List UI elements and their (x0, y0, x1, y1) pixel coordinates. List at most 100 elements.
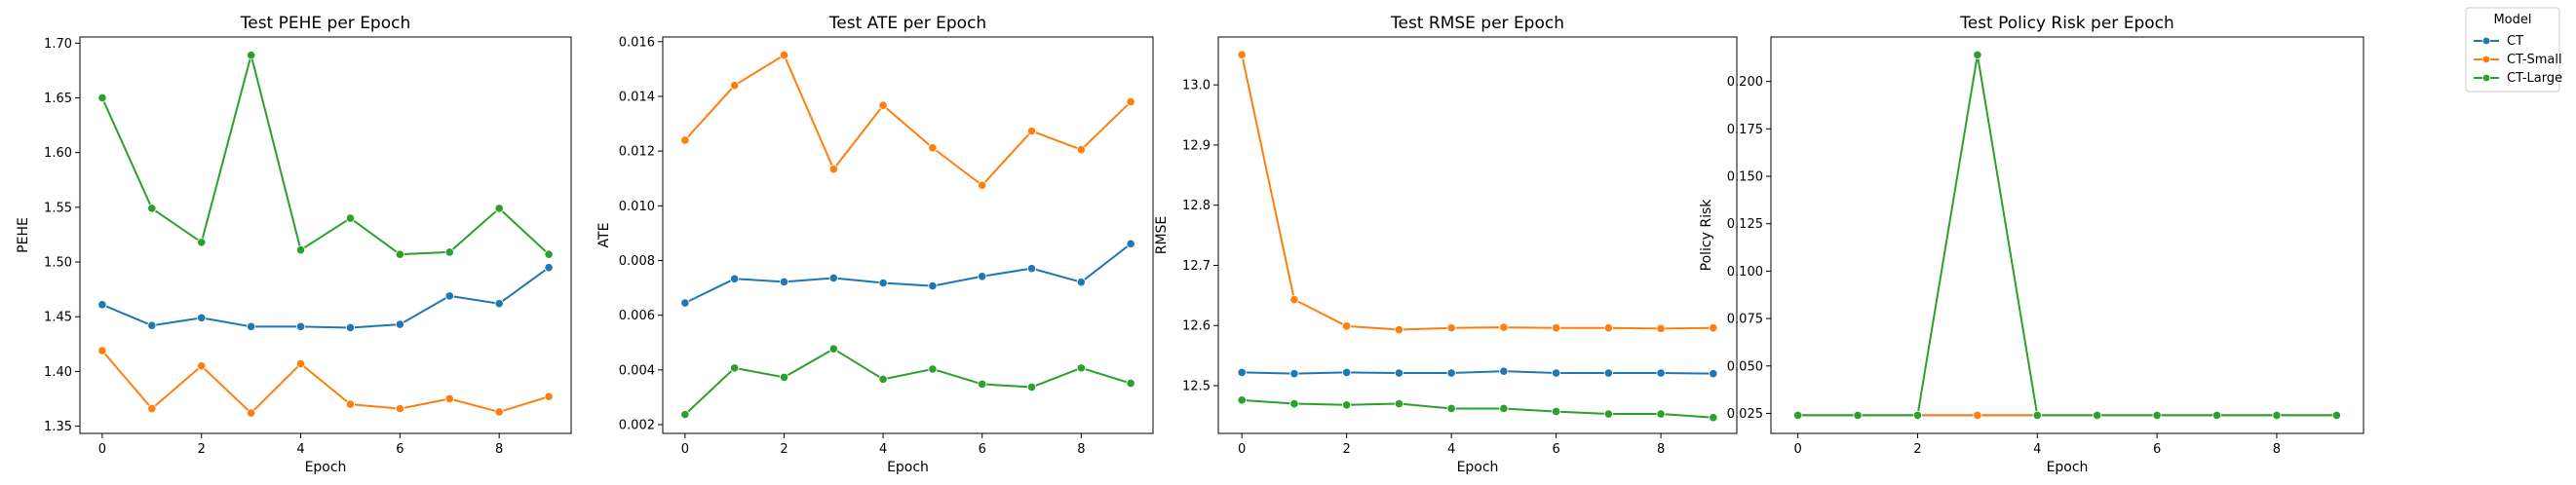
y-tick-label: 1.45 (44, 311, 72, 325)
series-ct (680, 239, 1135, 308)
y-tick-label: 0.016 (619, 35, 655, 50)
data-point-ct-large (779, 372, 789, 383)
series-ct-small (1237, 50, 1718, 335)
data-point-ct (1076, 278, 1086, 287)
y-tick-label: 1.65 (44, 92, 72, 106)
data-point-ct-large (1656, 409, 1666, 419)
y-tick-label: 0.025 (1727, 407, 1763, 422)
panel-title: Test PEHE per Epoch (240, 14, 411, 33)
legend: Model CT CT-Small CT-Large (2465, 7, 2562, 93)
data-point-ct-small (494, 407, 504, 417)
data-point-ct (1237, 367, 1247, 378)
x-tick-label: 2 (1913, 442, 1921, 457)
x-tick-label: 6 (2153, 442, 2161, 457)
y-tick-label: 12.8 (1182, 199, 1211, 213)
y-tick-label: 12.7 (1182, 259, 1211, 274)
data-point-ct-small (1394, 324, 1403, 335)
data-point-ct-large (1552, 406, 1561, 417)
y-tick-label: 12.5 (1182, 380, 1211, 394)
series-ct-large (1237, 395, 1718, 423)
legend-label-ct: CT (2507, 34, 2523, 49)
x-tick-label: 0 (1793, 442, 1801, 457)
data-point-ct-small (1342, 321, 1352, 331)
data-point-ct-large (147, 204, 157, 213)
data-point-ct-large (1793, 410, 1803, 421)
series-ct (97, 263, 554, 333)
data-point-ct-large (1499, 403, 1509, 414)
data-point-ct-small (97, 346, 107, 355)
data-point-ct (345, 322, 356, 333)
data-point-ct-large (1076, 363, 1086, 373)
data-point-ct (295, 321, 306, 331)
data-point-ct (1552, 368, 1561, 378)
data-point-ct-small (878, 100, 888, 110)
data-point-ct-small (395, 404, 404, 414)
data-point-ct-large (2032, 410, 2042, 421)
data-point-ct (1342, 367, 1352, 378)
data-point-ct-small (197, 361, 207, 371)
x-tick-label: 2 (198, 442, 206, 457)
data-point-ct-small (345, 399, 356, 409)
data-point-ct-small (680, 135, 690, 145)
data-point-ct-small (928, 143, 938, 153)
y-tick-label: 0.125 (1727, 217, 1763, 232)
panel-title: Test RMSE per Epoch (1390, 14, 1564, 33)
y-axis-label: PEHE (16, 217, 31, 253)
data-point-ct-large (1709, 413, 1718, 423)
series-ct-large (1793, 50, 2341, 421)
data-point-ct-large (2211, 410, 2222, 421)
y-tick-label: 0.050 (1727, 359, 1763, 374)
series-line-ct (684, 242, 1132, 304)
y-tick-label: 0.175 (1727, 123, 1763, 137)
data-point-ct-small (828, 165, 838, 174)
plot-frame (662, 36, 1154, 434)
series-line-ct-large (1797, 54, 2337, 417)
x-tick-label: 4 (2033, 442, 2041, 457)
legend-entry-ct-large: CT-Large (2474, 71, 2562, 86)
legend-marker-ct-large (2481, 73, 2491, 83)
y-axis-label: ATE (596, 223, 612, 248)
data-point-ct-small (1446, 323, 1456, 333)
x-tick-label: 8 (1077, 442, 1085, 457)
x-axis-label: Epoch (887, 460, 929, 475)
data-point-ct-small (247, 408, 256, 418)
data-point-ct (1446, 368, 1456, 378)
plot-frame (1770, 36, 2365, 434)
y-tick-label: 0.012 (619, 145, 655, 160)
data-point-ct-large (680, 410, 690, 420)
x-tick-label: 4 (296, 442, 304, 457)
plot-frame (1217, 36, 1738, 434)
data-point-ct-large (544, 249, 554, 259)
data-point-ct-large (878, 374, 888, 384)
series-line-ct-large (100, 54, 550, 256)
data-point-ct (147, 320, 157, 330)
x-tick-label: 4 (1447, 442, 1455, 457)
y-tick-label: 1.70 (44, 37, 72, 52)
series-ct-large (97, 51, 554, 259)
data-point-ct (1499, 366, 1509, 376)
series-ct (1237, 366, 1718, 379)
data-point-ct (544, 263, 554, 273)
data-point-ct-small (1603, 323, 1613, 333)
series-line-ct (101, 266, 550, 329)
legend-entry-ct-small: CT-Small (2474, 53, 2562, 67)
panel-ate: Test ATE per Epoch 0 2 4 6 8 0.002 0.004 0.006 0.… (596, 14, 1154, 475)
y-tick-label: 0.006 (619, 309, 655, 323)
data-point-ct (878, 278, 888, 288)
data-point-ct-large (1446, 403, 1456, 414)
data-point-ct-large (2093, 410, 2102, 421)
panel-title: Test ATE per Epoch (828, 14, 986, 33)
data-point-ct-small (978, 180, 987, 190)
y-tick-label: 1.35 (44, 420, 72, 434)
x-axis-label: Epoch (1457, 460, 1499, 475)
data-point-ct-small (1076, 145, 1086, 155)
panel-policy-risk: Test Policy Risk per Epoch 0 2 4 6 8 0.025 0.05… (1699, 14, 2365, 475)
series-ct-large (680, 344, 1135, 420)
y-tick-label: 1.50 (44, 256, 72, 271)
data-point-ct-large (197, 238, 207, 247)
data-point-ct (97, 300, 107, 310)
legend-marker-ct (2481, 36, 2491, 46)
data-point-ct-large (1026, 382, 1037, 392)
y-tick-label: 0.008 (619, 254, 655, 269)
